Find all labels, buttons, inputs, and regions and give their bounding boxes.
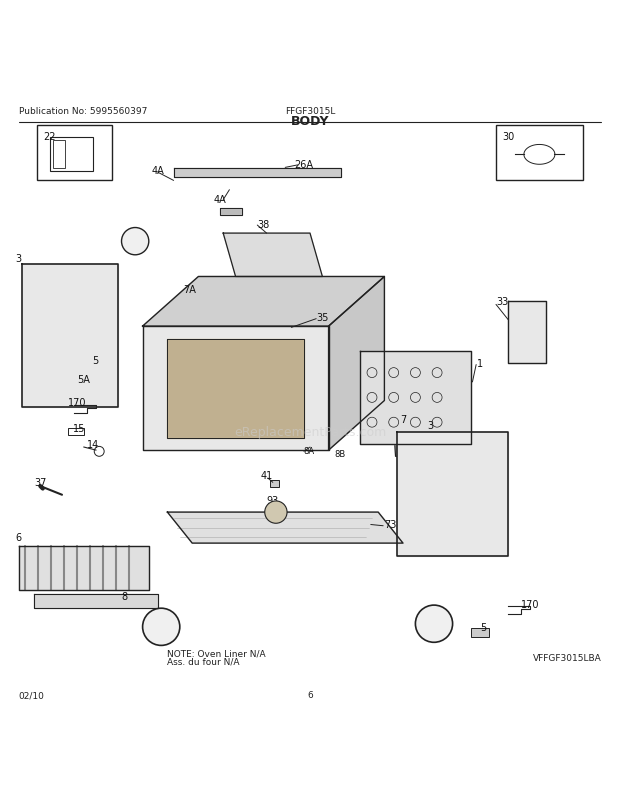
Bar xyxy=(50,138,93,172)
Bar xyxy=(31,274,108,398)
Text: NOTE: Oven Liner N/A: NOTE: Oven Liner N/A xyxy=(167,649,266,658)
Text: 37: 37 xyxy=(34,478,46,488)
Text: Publication No: 5995560397: Publication No: 5995560397 xyxy=(19,107,147,115)
Text: 6: 6 xyxy=(16,533,22,542)
Text: 6: 6 xyxy=(307,691,313,699)
Polygon shape xyxy=(167,512,403,544)
Text: 1: 1 xyxy=(477,358,484,369)
Text: 5A: 5A xyxy=(78,375,91,384)
Polygon shape xyxy=(143,326,329,451)
Text: 15: 15 xyxy=(73,424,86,434)
Text: 4A: 4A xyxy=(152,166,165,176)
Text: FFGF3015L: FFGF3015L xyxy=(285,107,335,115)
Text: 33: 33 xyxy=(496,297,508,307)
Polygon shape xyxy=(19,546,149,589)
Circle shape xyxy=(122,229,149,256)
Text: 8A: 8A xyxy=(304,446,315,455)
Text: BODY: BODY xyxy=(291,115,329,128)
Circle shape xyxy=(265,501,287,524)
Text: VFFGF3015LBA: VFFGF3015LBA xyxy=(533,654,601,662)
Polygon shape xyxy=(174,168,341,178)
Text: 35: 35 xyxy=(316,313,329,322)
Text: 14: 14 xyxy=(87,439,99,449)
Text: 41: 41 xyxy=(260,470,273,480)
Bar xyxy=(53,141,65,168)
Bar xyxy=(69,381,88,390)
Text: 73: 73 xyxy=(384,520,397,530)
Text: 49: 49 xyxy=(130,237,140,246)
Polygon shape xyxy=(508,302,546,364)
Bar xyxy=(471,628,489,638)
Text: 8B: 8B xyxy=(335,449,346,458)
Text: 26A: 26A xyxy=(294,160,314,169)
Circle shape xyxy=(415,606,453,642)
Text: 93: 93 xyxy=(267,495,279,505)
Text: 8: 8 xyxy=(121,591,127,601)
Text: 4A: 4A xyxy=(214,195,227,205)
Polygon shape xyxy=(223,234,322,277)
Bar xyxy=(68,429,84,435)
Bar xyxy=(37,125,112,181)
Bar xyxy=(496,125,583,181)
Bar xyxy=(270,480,279,488)
Text: 170: 170 xyxy=(521,599,539,609)
Text: Ass. du four N/A: Ass. du four N/A xyxy=(167,657,240,666)
Text: 22: 22 xyxy=(43,132,56,142)
Text: 43: 43 xyxy=(154,622,166,631)
Polygon shape xyxy=(329,277,384,451)
Polygon shape xyxy=(34,594,158,609)
Text: 3: 3 xyxy=(16,253,22,264)
Polygon shape xyxy=(167,339,304,438)
Text: 7A: 7A xyxy=(183,285,196,294)
Polygon shape xyxy=(360,351,471,444)
Text: 7: 7 xyxy=(400,415,406,424)
Text: 30: 30 xyxy=(502,132,515,142)
Polygon shape xyxy=(220,209,242,215)
Text: 38: 38 xyxy=(257,220,270,229)
Text: 3: 3 xyxy=(428,421,434,431)
Polygon shape xyxy=(22,265,118,407)
Text: 5: 5 xyxy=(480,622,487,632)
Polygon shape xyxy=(394,426,405,456)
Text: eReplacementParts.com: eReplacementParts.com xyxy=(234,426,386,439)
Text: 5A: 5A xyxy=(428,619,440,629)
Polygon shape xyxy=(186,296,197,328)
Polygon shape xyxy=(143,277,384,326)
Text: 170: 170 xyxy=(68,397,87,407)
Polygon shape xyxy=(397,432,508,556)
Circle shape xyxy=(143,609,180,646)
Text: 02/10: 02/10 xyxy=(19,691,45,699)
Text: 5: 5 xyxy=(92,356,98,366)
Bar xyxy=(406,441,499,546)
Bar xyxy=(84,362,101,371)
